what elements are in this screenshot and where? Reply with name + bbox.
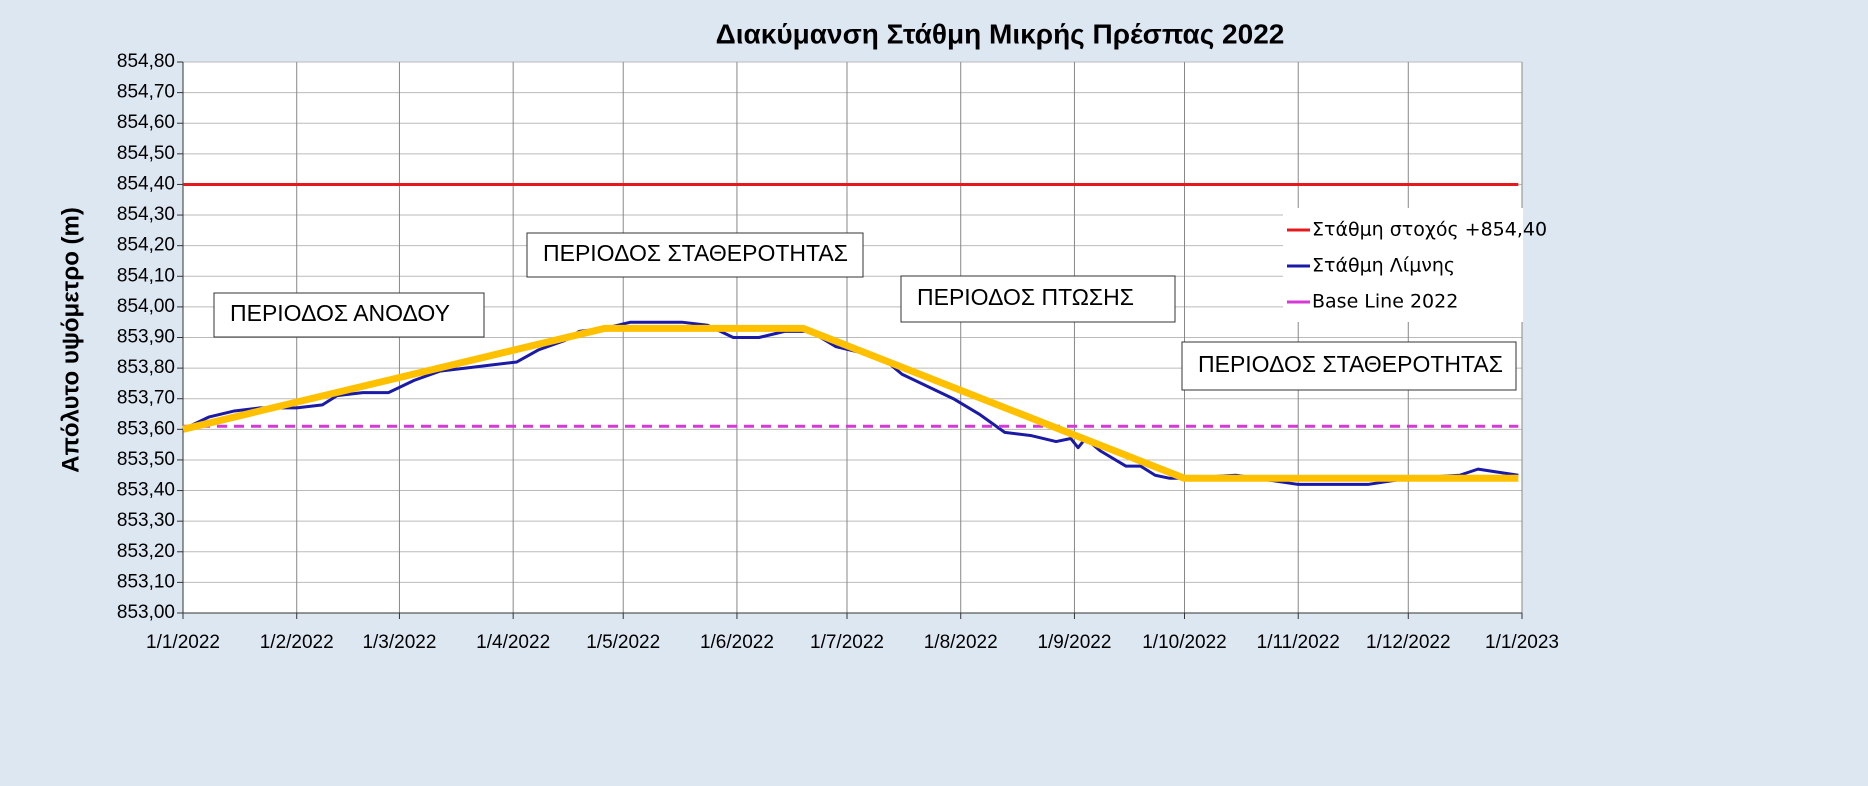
annotation-box <box>526 232 864 278</box>
y-axis-title: Απόλυτο υψόμετρο (m) <box>57 207 84 473</box>
y-tick-label: 853,10 <box>117 571 175 592</box>
x-tick-label: 1/2/2022 <box>260 632 334 653</box>
y-tick-label: 853,80 <box>117 357 175 378</box>
annotation: ΠΕΡΙΟΔΟΣ ΠΤΩΣΗΣ <box>917 284 1134 310</box>
annotation: ΠΕΡΙΟΔΟΣ ΣΤΑΘΕΡΟΤΗΤΑΣ <box>543 240 848 266</box>
y-tick-label: 854,30 <box>117 204 175 225</box>
chart-title: Διακύμανση Στάθμη Μικρής Πρέσπας 2022 <box>716 18 1285 49</box>
x-tick-label: 1/12/2022 <box>1366 632 1451 653</box>
y-tick-label: 853,30 <box>117 510 175 531</box>
y-tick-label: 853,20 <box>117 541 175 562</box>
y-tick-label: 853,70 <box>117 388 175 409</box>
x-tick-label: 1/11/2022 <box>1257 632 1340 653</box>
y-tick-label: 853,00 <box>117 602 175 623</box>
y-tick-label: 853,50 <box>117 449 175 470</box>
y-tick-label: 853,40 <box>117 480 175 501</box>
legend-label: Base Line 2022 <box>1312 291 1458 313</box>
annotation-box <box>1181 341 1517 391</box>
y-tick-label: 854,70 <box>117 82 175 103</box>
x-tick-label: 1/3/2022 <box>362 632 436 653</box>
y-tick-label: 853,60 <box>117 418 175 439</box>
series-line <box>182 324 1519 482</box>
x-tick-label: 1/9/2022 <box>1037 632 1111 653</box>
y-tick-label: 853,90 <box>117 327 175 348</box>
x-tick-label: 1/1/2022 <box>146 632 220 653</box>
x-tick-label: 1/5/2022 <box>586 632 660 653</box>
annotation-box <box>213 292 485 338</box>
y-tick-label: 854,50 <box>117 143 175 164</box>
x-tick-label: 1/1/2023 <box>1485 632 1559 653</box>
x-tick-label: 1/6/2022 <box>700 632 774 653</box>
x-tick-label: 1/8/2022 <box>924 632 998 653</box>
annotation-box <box>900 275 1176 323</box>
x-tick-label: 1/7/2022 <box>810 632 884 653</box>
y-tick-label: 854,80 <box>117 51 175 72</box>
y-tick-label: 854,60 <box>117 112 175 133</box>
x-tick-label: 1/10/2022 <box>1142 632 1227 653</box>
legend-label: Στάθμη Λίμνης <box>1312 255 1455 277</box>
y-tick-label: 854,20 <box>117 235 175 256</box>
annotation: ΠΕΡΙΟΔΟΣ ΣΤΑΘΕΡΟΤΗΤΑΣ <box>1198 351 1503 377</box>
legend-label: Στάθμη στοχός +854,40 <box>1312 219 1547 241</box>
annotation: ΠΕΡΙΟΔΟΣ ΑΝΟΔΟΥ <box>230 300 450 326</box>
x-tick-label: 1/4/2022 <box>476 632 550 653</box>
y-tick-label: 854,10 <box>117 265 175 286</box>
y-tick-label: 854,40 <box>117 173 175 194</box>
legend-box <box>1283 208 1523 322</box>
y-tick-label: 854,00 <box>117 296 175 317</box>
